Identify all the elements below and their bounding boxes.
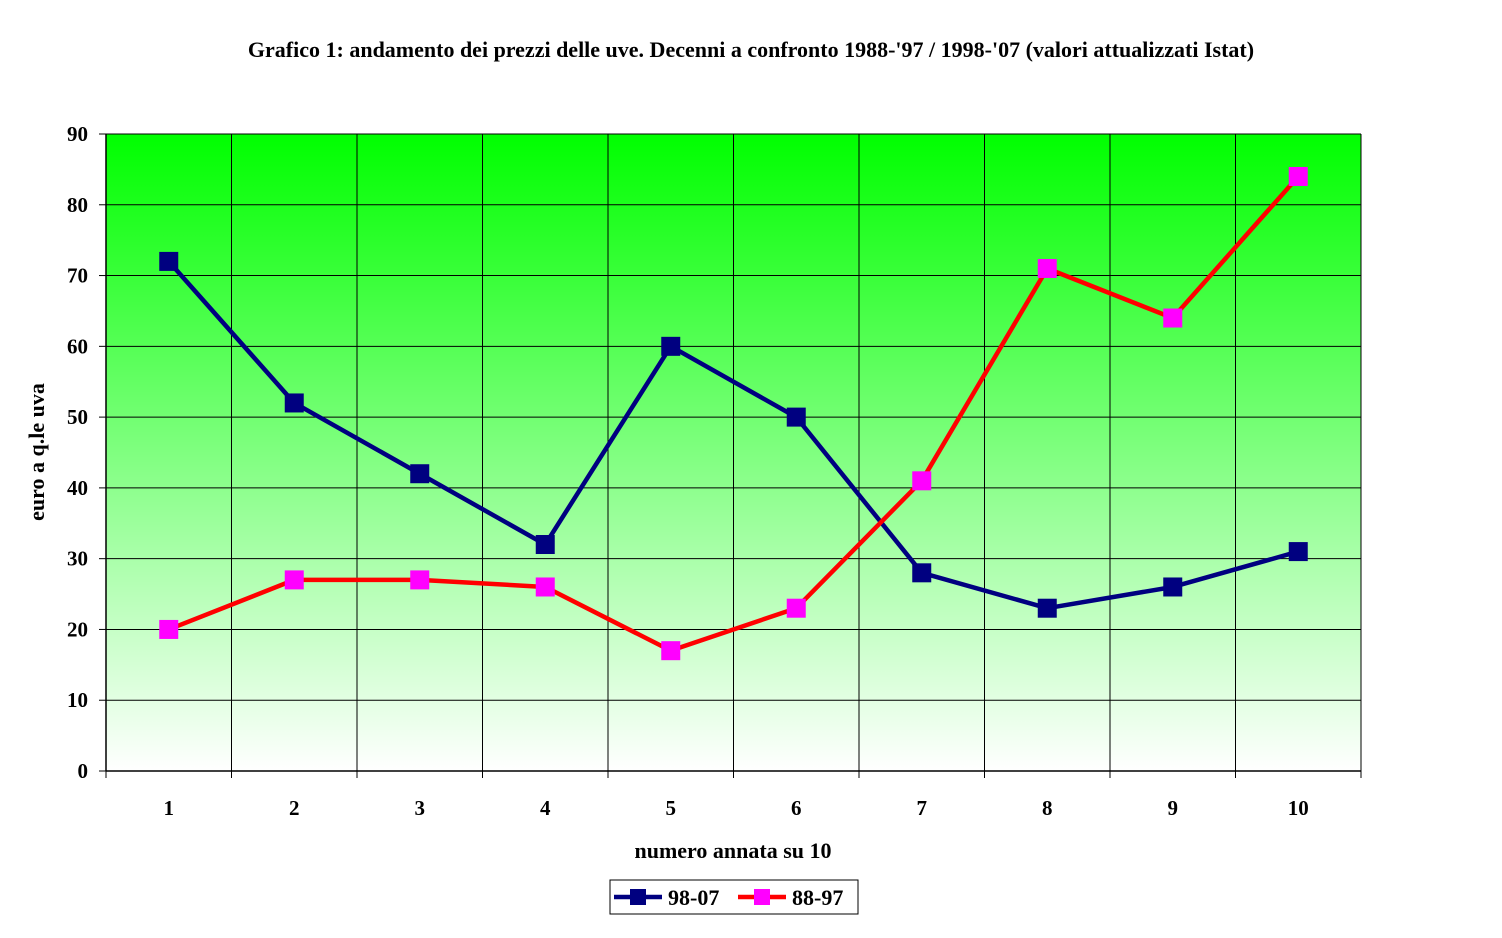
y-tick-label: 0 [78, 759, 89, 783]
series-line [167, 174, 1300, 653]
y-tick-label: 70 [67, 264, 88, 288]
y-tick-label: 10 [67, 688, 88, 712]
x-tick-label: 3 [415, 796, 426, 820]
series-88-97 [159, 166, 1308, 661]
y-tick-label: 40 [67, 476, 88, 500]
x-tick-label: 2 [289, 796, 300, 820]
legend-marker [754, 889, 770, 905]
data-point [159, 251, 179, 271]
legend-label: 88-97 [792, 885, 843, 910]
x-tick-label: 10 [1288, 796, 1309, 820]
axes [99, 133, 1362, 778]
data-point [1288, 542, 1308, 562]
legend: 98-07 88-97 [609, 879, 859, 915]
data-point [786, 407, 806, 427]
x-tick-labels: 1 2 3 4 5 6 7 8 9 10 [164, 796, 1309, 820]
data-point [284, 570, 304, 590]
x-tick-label: 9 [1168, 796, 1179, 820]
legend-item: 98-07 [614, 885, 719, 910]
data-point [284, 393, 304, 413]
x-tick-label: 4 [540, 796, 551, 820]
data-point [535, 535, 555, 555]
data-point [159, 619, 179, 639]
legend-item: 88-97 [738, 885, 843, 910]
data-point [535, 577, 555, 597]
legend-marker [630, 889, 646, 905]
data-point [661, 641, 681, 661]
x-tick-label: 8 [1042, 796, 1053, 820]
data-point [912, 563, 932, 583]
chart-title: Grafico 1: andamento dei prezzi delle uv… [248, 37, 1254, 62]
y-tick-labels: 0 10 20 30 40 50 60 70 80 90 [67, 122, 88, 783]
y-axis-label: euro a q.le uva [24, 383, 49, 521]
y-tick-label: 60 [67, 334, 88, 358]
data-point [1163, 577, 1183, 597]
data-point [912, 471, 932, 491]
y-tick-label: 20 [67, 617, 88, 641]
x-tick-label: 7 [917, 796, 928, 820]
data-point [661, 336, 681, 356]
data-point [1163, 308, 1183, 328]
data-point [786, 598, 806, 618]
data-point [1288, 166, 1308, 186]
data-point [1037, 598, 1057, 618]
y-tick-label: 90 [67, 122, 88, 146]
y-tick-label: 30 [67, 547, 88, 571]
x-axis-label: numero annata su 10 [634, 838, 831, 863]
series-lines [159, 166, 1308, 661]
x-tick-label: 6 [791, 796, 802, 820]
data-point [410, 570, 430, 590]
y-tick-label: 80 [67, 193, 88, 217]
y-tick-label: 50 [67, 405, 88, 429]
x-tick-label: 5 [666, 796, 677, 820]
series-line [167, 259, 1299, 611]
legend-label: 98-07 [668, 885, 719, 910]
series-98-07 [159, 251, 1308, 618]
grid-lines [106, 133, 1362, 771]
data-point [410, 464, 430, 484]
data-point [1037, 258, 1057, 278]
x-tick-label: 1 [164, 796, 175, 820]
